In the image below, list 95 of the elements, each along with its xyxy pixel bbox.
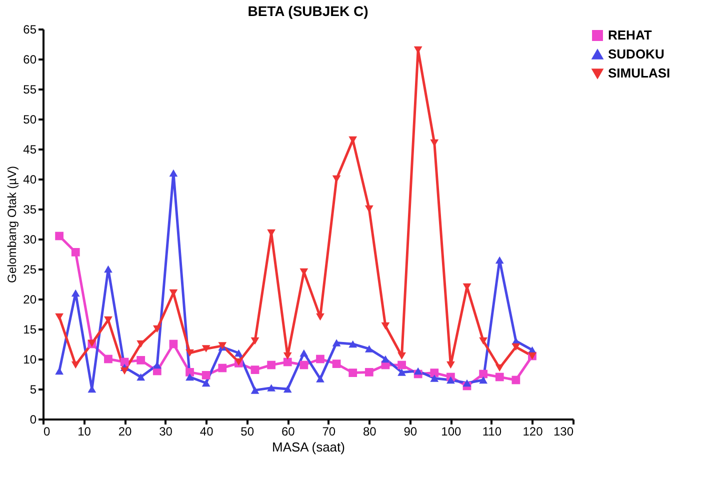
point [398, 368, 406, 376]
point [364, 345, 374, 352]
y-tick-label: 40 [23, 172, 37, 186]
x-tick-label: 80 [362, 424, 377, 438]
point [316, 313, 324, 321]
y-tick-label: 0 [30, 412, 37, 426]
point [348, 368, 358, 377]
x-tick-label: 30 [159, 424, 173, 438]
point [250, 386, 260, 394]
point [104, 354, 112, 364]
point [446, 361, 455, 369]
y-tick-label: 45 [23, 142, 37, 156]
point [71, 248, 80, 256]
y-tick-label: 35 [23, 202, 37, 216]
chart-title: BETA (SUBJEK C) [248, 3, 368, 19]
x-tick-label: 60 [281, 424, 296, 438]
point [169, 169, 178, 177]
point [414, 367, 422, 375]
legend-label: SUDOKU [608, 46, 664, 62]
y-tick-label: 30 [23, 232, 37, 246]
point [462, 379, 472, 387]
y-tick-label: 60 [23, 52, 37, 66]
point [495, 372, 504, 382]
point [430, 368, 439, 377]
x-tick-label: 40 [200, 424, 214, 438]
x-tick-label: 0 [44, 424, 50, 438]
point [495, 364, 504, 372]
y-tick-label: 20 [23, 292, 37, 306]
point [316, 375, 324, 382]
point [120, 367, 129, 375]
y-tick-label: 65 [23, 22, 37, 36]
point [267, 384, 276, 392]
point [283, 385, 292, 393]
point [300, 349, 308, 357]
point [283, 358, 292, 366]
x-tick-label: 100 [441, 424, 462, 438]
point [332, 360, 341, 368]
x-tick-label: 50 [240, 424, 254, 438]
point [202, 379, 210, 387]
point [169, 340, 178, 348]
point [381, 355, 390, 363]
point [250, 337, 260, 345]
point [398, 360, 406, 370]
point [381, 322, 390, 330]
legend-label: REHAT [608, 28, 652, 42]
point [234, 349, 243, 357]
point [186, 349, 194, 357]
x-tick-label: 130 [553, 424, 574, 438]
point [316, 354, 324, 364]
x-axis-title: MASA (saat) [272, 440, 345, 454]
point [364, 368, 374, 376]
y-tick-label: 55 [23, 82, 37, 96]
point [332, 339, 341, 346]
y-tick-label: 10 [23, 352, 37, 366]
point [512, 343, 520, 351]
point [55, 367, 64, 375]
point [136, 373, 146, 381]
x-tick-label: 70 [322, 424, 336, 438]
point [398, 352, 406, 360]
x-tick-label: 120 [522, 424, 544, 438]
point [267, 360, 276, 370]
y-tick-label: 5 [30, 382, 37, 396]
x-tick-label: 10 [78, 424, 92, 438]
point [430, 374, 439, 382]
point [104, 265, 112, 273]
point [55, 232, 64, 240]
y-tick-label: 25 [23, 262, 37, 276]
point [55, 313, 64, 321]
point [479, 337, 488, 345]
point [348, 340, 358, 348]
point [300, 360, 308, 370]
y-tick-label: 15 [23, 322, 37, 336]
y-axis-title: Gelombang Otak (µV) [5, 166, 20, 283]
legend-label: SIMULASI [608, 66, 670, 80]
x-tick-label: 110 [482, 424, 502, 438]
point [71, 289, 80, 297]
point [495, 256, 504, 264]
point [283, 352, 292, 360]
point [136, 356, 146, 364]
point [71, 361, 80, 369]
point [186, 373, 194, 381]
x-tick-label: 20 [118, 424, 132, 438]
point [152, 325, 162, 333]
point [479, 376, 488, 384]
point [479, 370, 488, 378]
point [512, 376, 520, 384]
point [446, 376, 455, 384]
point [218, 364, 227, 372]
point [186, 368, 194, 376]
point [104, 316, 112, 324]
y-tick-label: 50 [23, 112, 37, 126]
x-tick-label: 90 [404, 424, 418, 438]
point [202, 371, 210, 380]
point [250, 366, 260, 374]
point [202, 345, 210, 352]
